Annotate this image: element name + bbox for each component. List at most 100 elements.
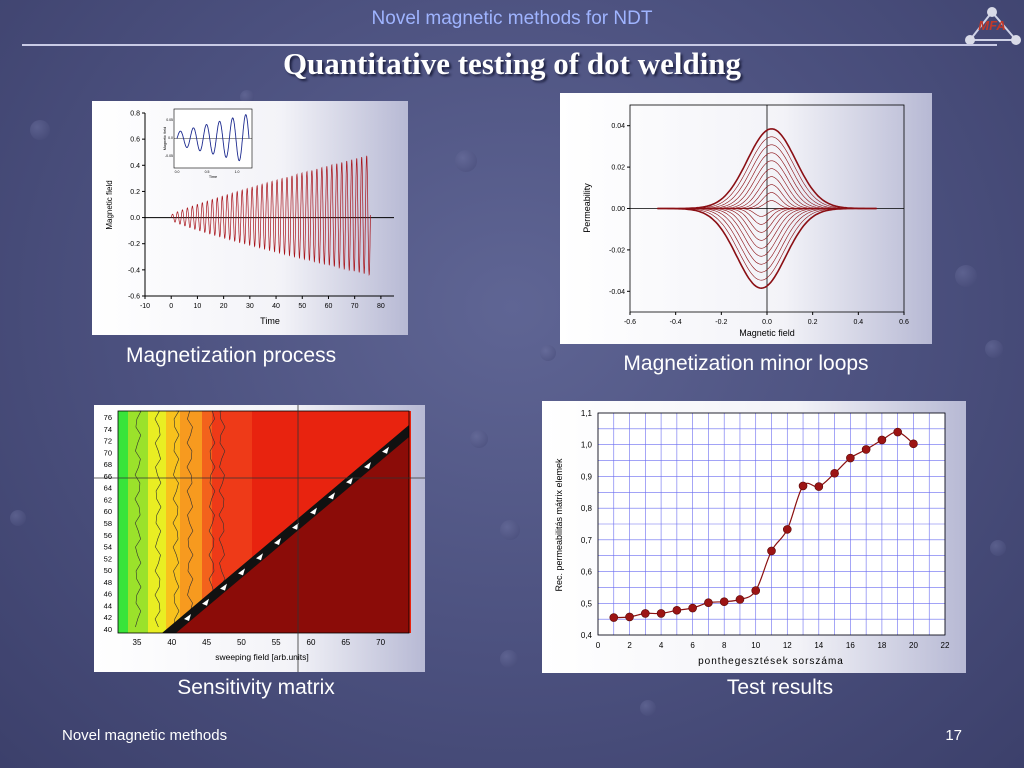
inset-x-tick-label: 0.5 [205, 170, 210, 174]
diagonal-marker [184, 614, 191, 621]
x-tick-label: 55 [272, 638, 281, 647]
inset-x-tick-label: 1.0 [235, 170, 240, 174]
magnetization-chart: -0.6 -0.4 -0.2 0.0 0.2 0.4 0.6 0.8 -10 0 10 20 30 40 5… [105, 108, 394, 326]
minor-loop-lower [657, 207, 877, 290]
caption-test-results: Test results [726, 676, 834, 699]
x-tick-label: 50 [298, 303, 306, 310]
contour-band [166, 411, 182, 633]
background-dot [240, 90, 254, 104]
y-tick-label: 0.0 [130, 215, 140, 222]
y-tick-label: 0,5 [581, 599, 593, 608]
background-dot [30, 120, 50, 140]
x-axis-label: Time [260, 316, 280, 326]
x-tick-label: 22 [941, 641, 950, 650]
contour-line [172, 410, 180, 628]
x-tick-label: -0.4 [670, 319, 682, 326]
diagonal-marker [346, 477, 353, 485]
diagonal-marker [202, 598, 209, 606]
x-tick-label: -0.6 [624, 319, 636, 326]
background-dot [640, 700, 656, 716]
diagonal-marker [382, 446, 389, 454]
data-point [909, 439, 918, 449]
background-dot [470, 430, 488, 448]
y-tick-label: 58 [104, 519, 112, 528]
y-tick-label: 0,6 [581, 568, 593, 577]
x-tick-label: 0 [596, 641, 601, 650]
data-point [814, 482, 824, 491]
y-tick-label: 60 [104, 507, 112, 516]
inset-chart: 0.05 0.0 -0.05 0.0 0.5 1.0 Time Magnetic field [163, 108, 253, 179]
data-point [688, 603, 697, 613]
y-tick-label: 70 [104, 448, 112, 457]
data-point [893, 427, 902, 437]
x-tick-label: -0.2 [715, 319, 727, 326]
x-tick-label: 0.0 [762, 319, 772, 326]
diagonal-marker [256, 553, 263, 561]
data-point [625, 612, 634, 622]
y-tick-label: 0,4 [581, 631, 593, 640]
y-tick-label: -0.2 [128, 241, 140, 248]
data-point [656, 609, 666, 618]
data-point [719, 597, 729, 606]
plot-frame [117, 410, 410, 634]
data-point [672, 605, 682, 615]
header-title: Novel magnetic methods for NDT [371, 8, 653, 29]
minor-loops-chart-panel: 0.04 0.02 0.00 -0.02 -0.04 -0.6 -0.4 -0.2 0.0 0.2… [560, 93, 932, 344]
inset-y-axis-label: Magnetic field [163, 127, 167, 150]
y-tick-label: 0.8 [130, 111, 140, 118]
diagonal-band [162, 425, 409, 633]
caption-sensitivity: Sensitivity matrix [177, 676, 335, 699]
contour-band [118, 411, 130, 633]
y-tick-label: 0.2 [130, 189, 140, 196]
contour-band [180, 411, 204, 633]
data-point [735, 595, 745, 604]
data-point [782, 525, 792, 534]
background-dot [990, 540, 1006, 556]
inset-x-axis-label: Time [209, 175, 217, 179]
data-point [846, 453, 855, 463]
minor-loops-chart: 0.04 0.02 0.00 -0.02 -0.04 -0.6 -0.4 -0.2 0.0 0.2… [582, 104, 909, 338]
sensitivity-matrix-chart: 40 42 44 46 48 50 52 54 56 58 60 62 64 66 68 70 72 74 76 35… [94, 397, 425, 672]
contour-band [202, 411, 214, 633]
x-tick-label: 0 [169, 303, 173, 310]
data-point [877, 435, 887, 445]
slide-title: Quantitative testing of dot welding [282, 46, 742, 81]
magnetization-chart-panel: -0.6 -0.4 -0.2 0.0 0.2 0.4 0.6 0.8 -10 0 10 20 30 40 5… [92, 101, 408, 335]
diagonal-marker [310, 507, 317, 515]
y-tick-label: 0,8 [581, 504, 593, 513]
x-axis-label: sweeping field [arb.units] [215, 652, 309, 662]
caption-magnetization: Magnetization process [126, 344, 337, 367]
data-point [830, 468, 839, 478]
magnetization-curve [170, 155, 371, 276]
x-tick-label: 70 [351, 303, 359, 310]
x-tick-label: 10 [751, 641, 760, 650]
x-tick-label: 80 [377, 303, 385, 310]
data-point [609, 613, 619, 622]
y-tick-label: 56 [104, 531, 112, 540]
background-dot [985, 340, 1003, 358]
test-results-panel: 0,4 0,5 0,6 0,7 0,8 0,9 1,0 1,1 0 2 4 6 8 10 12 14 16 18 2… [542, 401, 966, 673]
page-number: 17 [945, 727, 962, 744]
y-tick-label: 0.02 [611, 165, 625, 172]
x-tick-label: 10 [194, 303, 202, 310]
x-tick-label: 14 [814, 641, 823, 650]
contour-line [186, 410, 194, 628]
y-tick-label: 1,0 [581, 441, 593, 450]
x-tick-label: 60 [325, 303, 333, 310]
inset-y-tick-label: 0.0 [168, 136, 173, 140]
x-tick-label: 12 [783, 641, 792, 650]
y-tick-label: 0.04 [611, 123, 625, 130]
contour-line [208, 410, 216, 628]
minor-loop-upper [657, 128, 877, 210]
data-point [751, 586, 761, 595]
data-point [798, 481, 808, 491]
y-tick-label: 0.00 [611, 206, 625, 213]
caption-minor-loops: Magnetization minor loops [623, 352, 869, 375]
background-dot [10, 510, 26, 526]
contour-line [154, 410, 162, 628]
x-tick-label: 50 [237, 638, 246, 647]
diagonal-marker [274, 538, 281, 545]
y-tick-label: -0.02 [609, 247, 625, 254]
x-tick-label: 0.6 [899, 319, 909, 326]
y-tick-label: 68 [104, 460, 112, 469]
